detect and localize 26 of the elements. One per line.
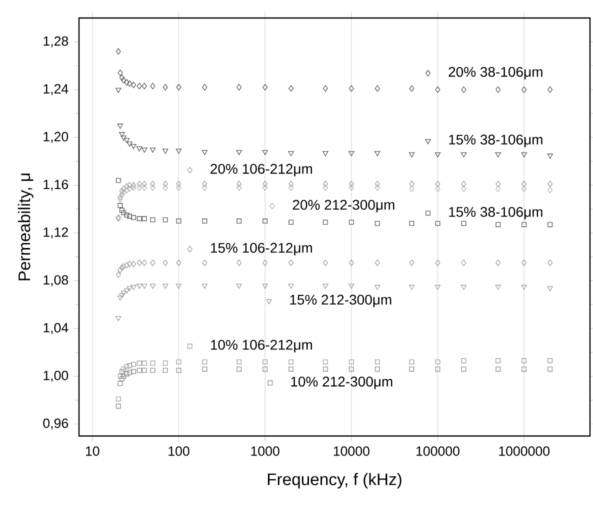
y-tick-label: 1,12	[44, 227, 68, 238]
y-tick-label: 0,96	[43, 418, 68, 430]
x-tick-label: 1000000	[499, 446, 550, 456]
y-tick-label: 1,08	[44, 275, 68, 286]
y-axis-title: Permeability, μ	[18, 174, 34, 280]
legend-label: 15% 106-212μm	[210, 242, 312, 256]
x-tick-label: 10000	[334, 446, 370, 456]
legend-label: 20% 212-300μm	[292, 200, 394, 212]
legend-label: 20% 106-212μm	[210, 164, 312, 176]
x-tick-label: 100	[168, 446, 190, 456]
legend-label: 20% 38-106μm	[448, 66, 542, 80]
y-tick-label: 1,20	[44, 132, 68, 143]
x-axis-title: Frequency, f (kHz)	[268, 472, 402, 489]
y-tick-label: 1,28	[44, 36, 68, 48]
legend-label: 15% 38-106μm	[449, 206, 542, 220]
x-tick-label: 10	[86, 446, 100, 456]
y-tick-label: 1,04	[44, 323, 68, 334]
x-tick-label: 100000	[416, 446, 460, 456]
legend-label: 15% 212-300μm	[290, 294, 392, 308]
y-tick-label: 1,24	[44, 84, 68, 96]
legend-label: 15% 38-106μm	[449, 134, 542, 148]
legend-label: 10% 212-300μm	[291, 376, 392, 390]
x-tick-label: 1000	[251, 446, 280, 456]
y-tick-label: 1,00	[44, 370, 68, 382]
y-tick-label: 1,16	[44, 180, 68, 191]
legend-label: 10% 106-212μm	[210, 340, 312, 352]
